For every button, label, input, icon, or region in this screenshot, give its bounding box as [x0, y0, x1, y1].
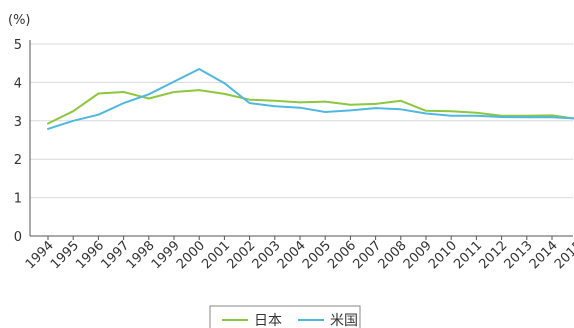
y-tick-label: 2: [14, 153, 22, 168]
x-tick-label: 2005: [300, 238, 334, 272]
x-tick-label: 2008: [376, 238, 410, 272]
y-axis-unit-label: (%): [8, 13, 31, 28]
x-tick-label: 2012: [476, 238, 510, 272]
x-tick-label: 2001: [199, 238, 233, 272]
y-tick-label: 3: [14, 115, 22, 130]
legend: 日本 米国: [209, 305, 361, 328]
x-tick-label: 2011: [451, 238, 485, 272]
y-tick-label: 0: [14, 230, 22, 245]
legend-box: [209, 305, 361, 328]
x-tick-label: 2000: [174, 238, 208, 272]
x-tick-label: 1999: [149, 238, 183, 272]
x-tick-label: 2004: [275, 238, 309, 272]
x-tick-label: 2006: [325, 238, 359, 272]
x-tick-label: 2014: [527, 238, 561, 272]
x-tick-labels: 1994199519961997199819992000200120022003…: [23, 236, 574, 272]
x-tick-label: 2003: [250, 238, 284, 272]
x-tick-label: 1994: [23, 238, 57, 272]
gridlines: [30, 43, 573, 199]
y-tick-label: 5: [14, 38, 22, 53]
x-tick-label: 1995: [48, 238, 82, 272]
x-tick-label: 2009: [401, 238, 435, 272]
x-tick-label: 2010: [426, 238, 460, 272]
series-line-us: [47, 68, 574, 130]
legend-label: 米国: [330, 313, 358, 328]
x-tick-label: 1998: [124, 238, 158, 272]
y-tick-label: 1: [14, 192, 22, 207]
x-tick-label: 1997: [98, 238, 132, 272]
series-lines: [47, 68, 574, 130]
legend-label: 日本: [254, 313, 282, 328]
y-tick-labels: 0 1 2 3 4 5: [14, 38, 22, 245]
series-line-japan: [47, 89, 574, 125]
axes: [29, 40, 573, 237]
x-tick-label: 1996: [73, 238, 107, 272]
x-tick-label: 2013: [502, 238, 536, 272]
x-tick-label: 2002: [224, 238, 258, 272]
y-tick-label: 4: [14, 76, 22, 91]
x-tick-label: 2007: [350, 238, 384, 272]
